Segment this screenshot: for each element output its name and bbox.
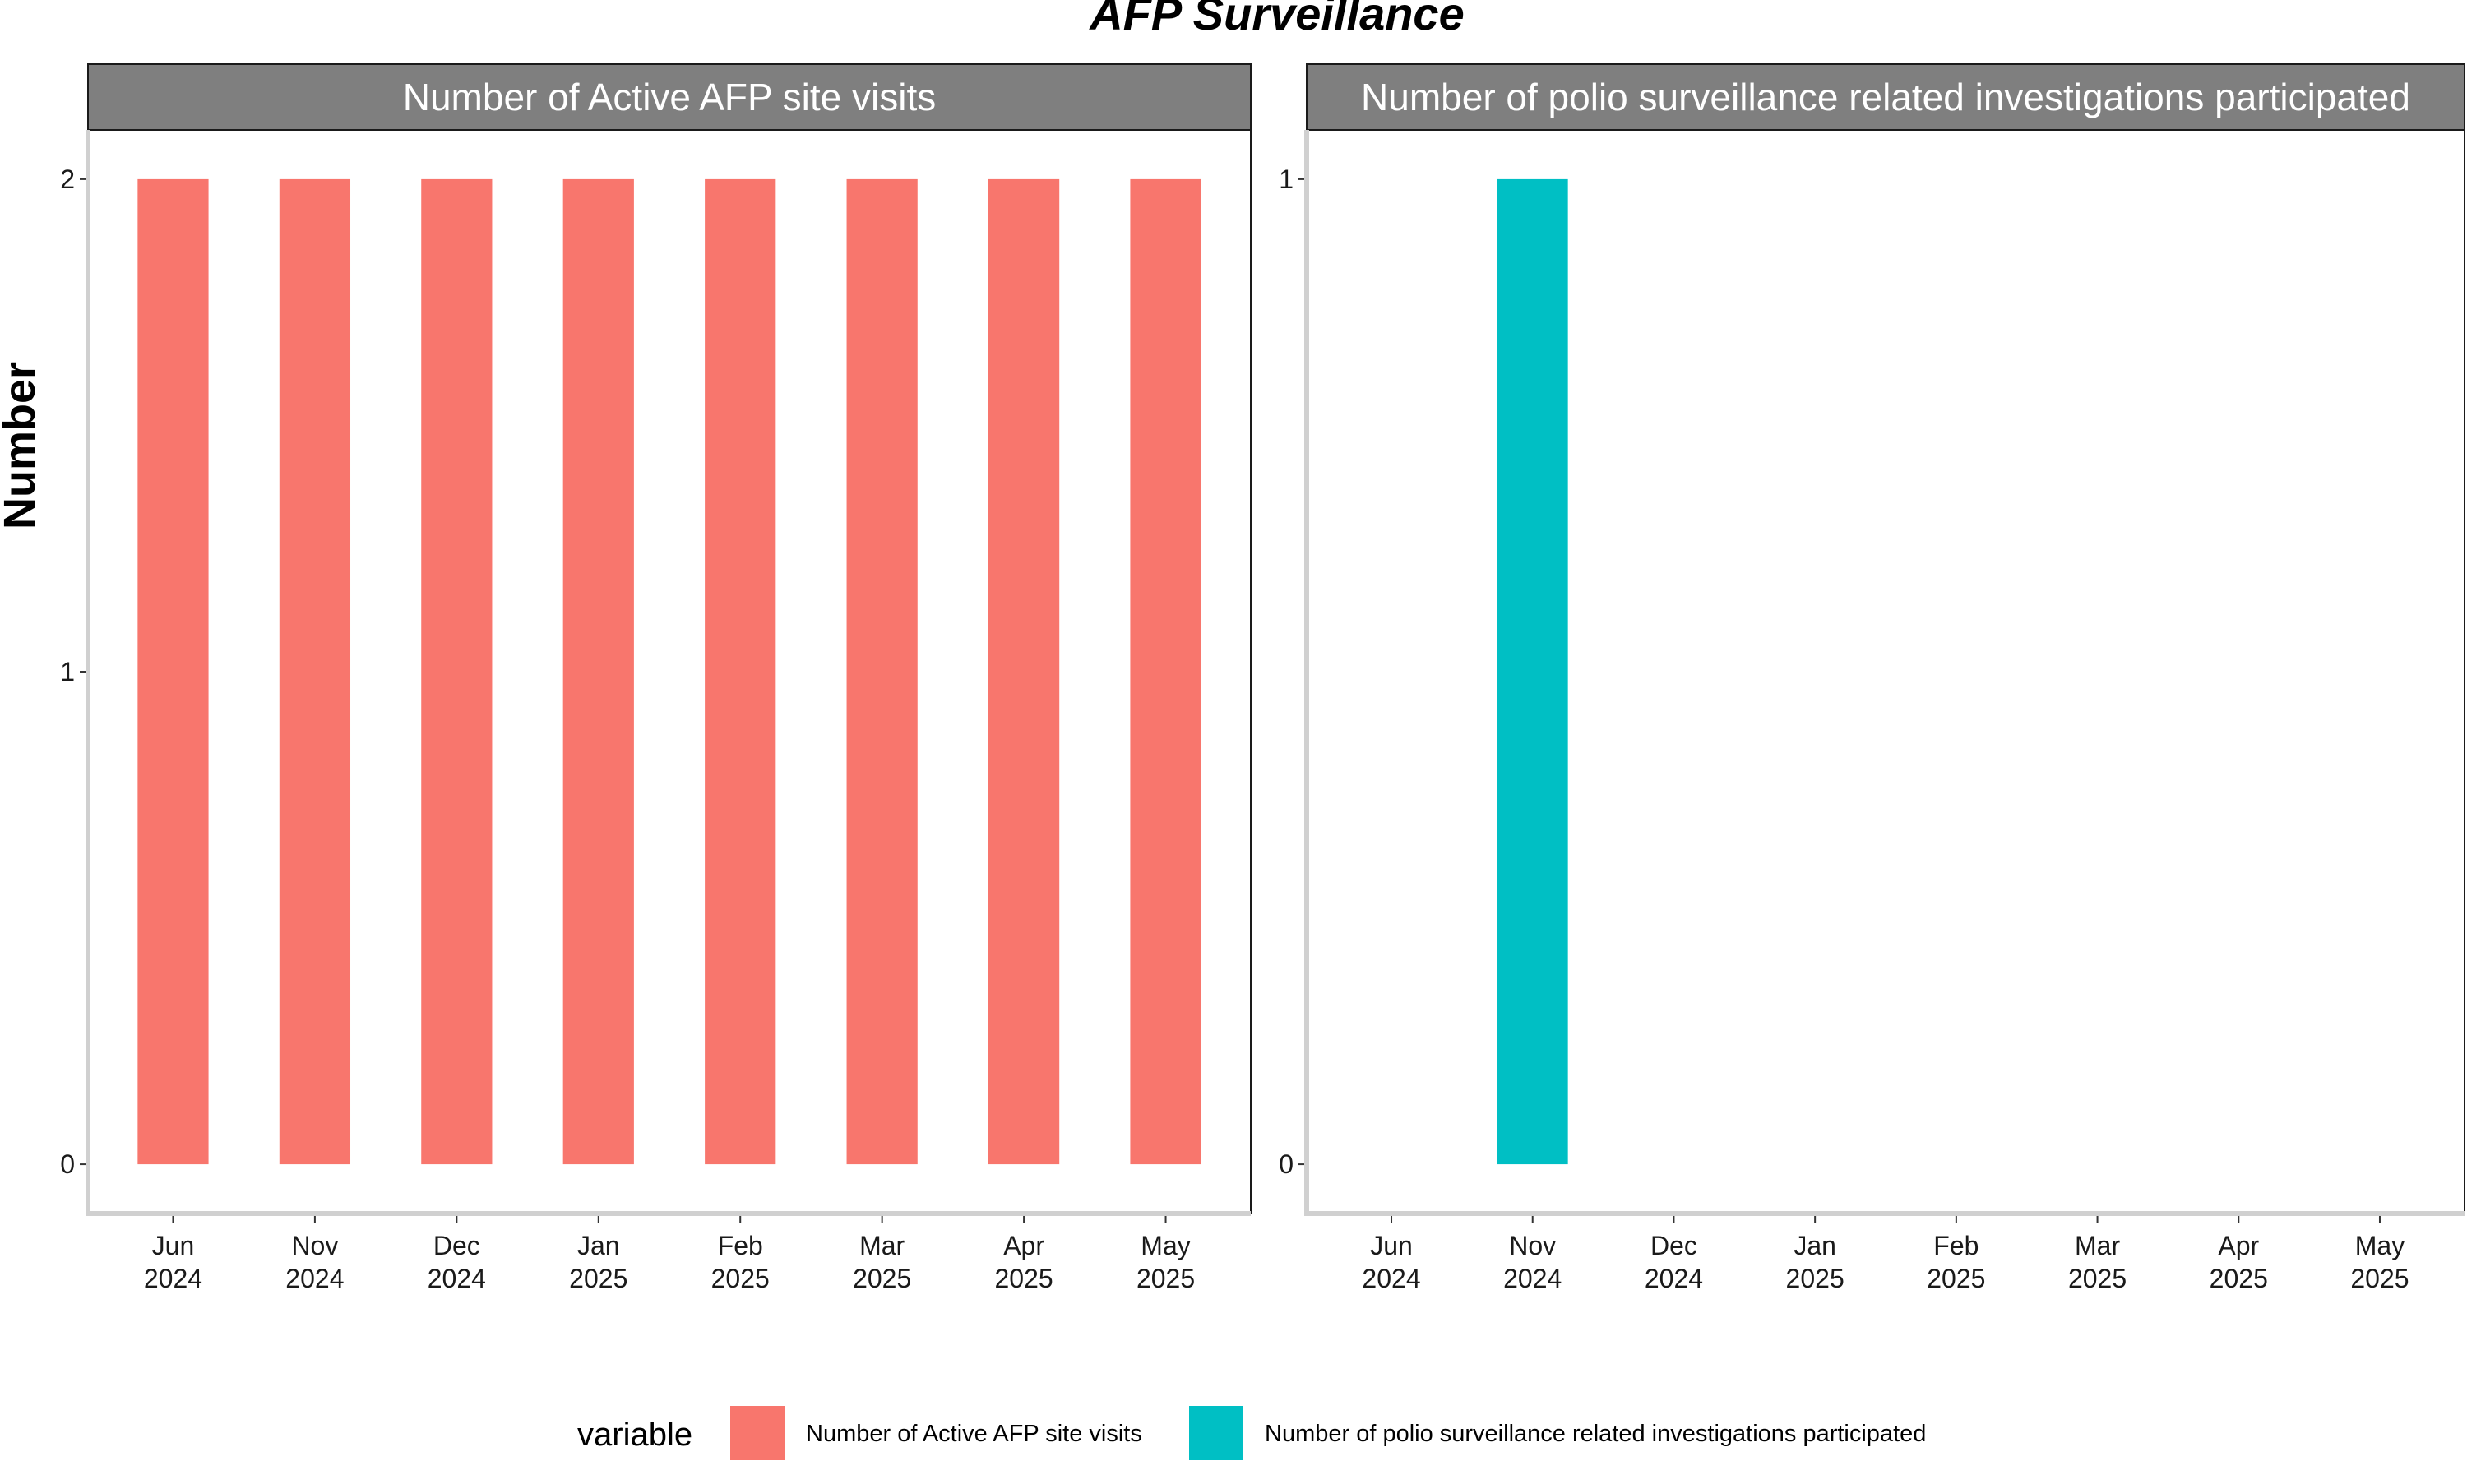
x-tick-label-1-mar-2025: Mar 2025 <box>853 1231 911 1293</box>
legend-label-1: Number of Active AFP site visits <box>806 1421 1142 1447</box>
bar-1-jan-2025 <box>562 178 634 1165</box>
x-tick-label-1-dec-2024: Dec 2024 <box>428 1231 486 1293</box>
x-tick-label-2-feb-2025: Feb 2025 <box>1927 1231 1985 1293</box>
bar-1-feb-2025 <box>705 178 776 1165</box>
bar-1-mar-2025 <box>846 178 918 1165</box>
bar-1-may-2025 <box>1130 178 1201 1165</box>
y-tick-label-1-0: 0 <box>60 1149 75 1179</box>
x-tick-label-2-jun-2024: Jun 2024 <box>1362 1231 1420 1293</box>
x-tick-label-2-dec-2024: Dec 2024 <box>1645 1231 1703 1293</box>
x-tick-label-2-nov-2024: Nov 2024 <box>1503 1231 1562 1293</box>
legend-key-2 <box>1189 1406 1243 1460</box>
facet-strip-label-2: Number of polio surveillance related inv… <box>1361 76 2410 118</box>
facet-strip-1 <box>87 63 1252 131</box>
bar-1-dec-2024 <box>421 178 493 1165</box>
bar-1-apr-2025 <box>988 178 1060 1165</box>
x-tick-label-2-may-2025: May 2025 <box>2350 1231 2409 1293</box>
y-axis-label: Number <box>0 362 44 529</box>
legend-key-1 <box>730 1406 785 1460</box>
chart-title: AFP Surveillance <box>1088 0 1464 39</box>
x-tick-label-1-jan-2025: Jan 2025 <box>569 1231 627 1293</box>
y-tick-label-1-1: 1 <box>60 657 75 687</box>
facet-panel-1: Number of Active AFP site visits 0 1 2 Jun 20… <box>60 63 1252 1293</box>
y-tick-label-2-1: 1 <box>1279 164 1294 194</box>
legend-title: variable <box>577 1417 692 1453</box>
facet-panel-2: Number of polio surveillance related inv… <box>1279 63 2465 1293</box>
legend: variable Number of Active AFP site visits… <box>577 1406 1926 1460</box>
facet-strip-label-1: Number of Active AFP site visits <box>403 76 937 118</box>
x-tick-label-1-apr-2025: Apr 2025 <box>995 1231 1053 1293</box>
y-tick-label-2-0: 0 <box>1279 1149 1294 1179</box>
x-tick-label-2-mar-2025: Mar 2025 <box>2068 1231 2127 1293</box>
y-tick-label-1-2: 2 <box>60 164 75 194</box>
x-tick-label-1-jun-2024: Jun 2024 <box>144 1231 202 1293</box>
facet-strip-2 <box>1306 63 2465 131</box>
bar-1-jun-2024 <box>137 178 209 1165</box>
x-tick-label-1-nov-2024: Nov 2024 <box>285 1231 344 1293</box>
bar-2-nov-2024 <box>1497 178 1568 1165</box>
legend-label-2: Number of polio surveillance related inv… <box>1265 1421 1926 1447</box>
bar-1-nov-2024 <box>279 178 351 1165</box>
x-tick-label-1-feb-2025: Feb 2025 <box>711 1231 770 1293</box>
facets-layer: Number of Active AFP site visits 0 1 2 Jun 20… <box>60 63 2465 1293</box>
x-tick-label-1-may-2025: May 2025 <box>1136 1231 1195 1293</box>
x-tick-label-2-apr-2025: Apr 2025 <box>2210 1231 2268 1293</box>
x-tick-label-2-jan-2025: Jan 2025 <box>1786 1231 1844 1293</box>
